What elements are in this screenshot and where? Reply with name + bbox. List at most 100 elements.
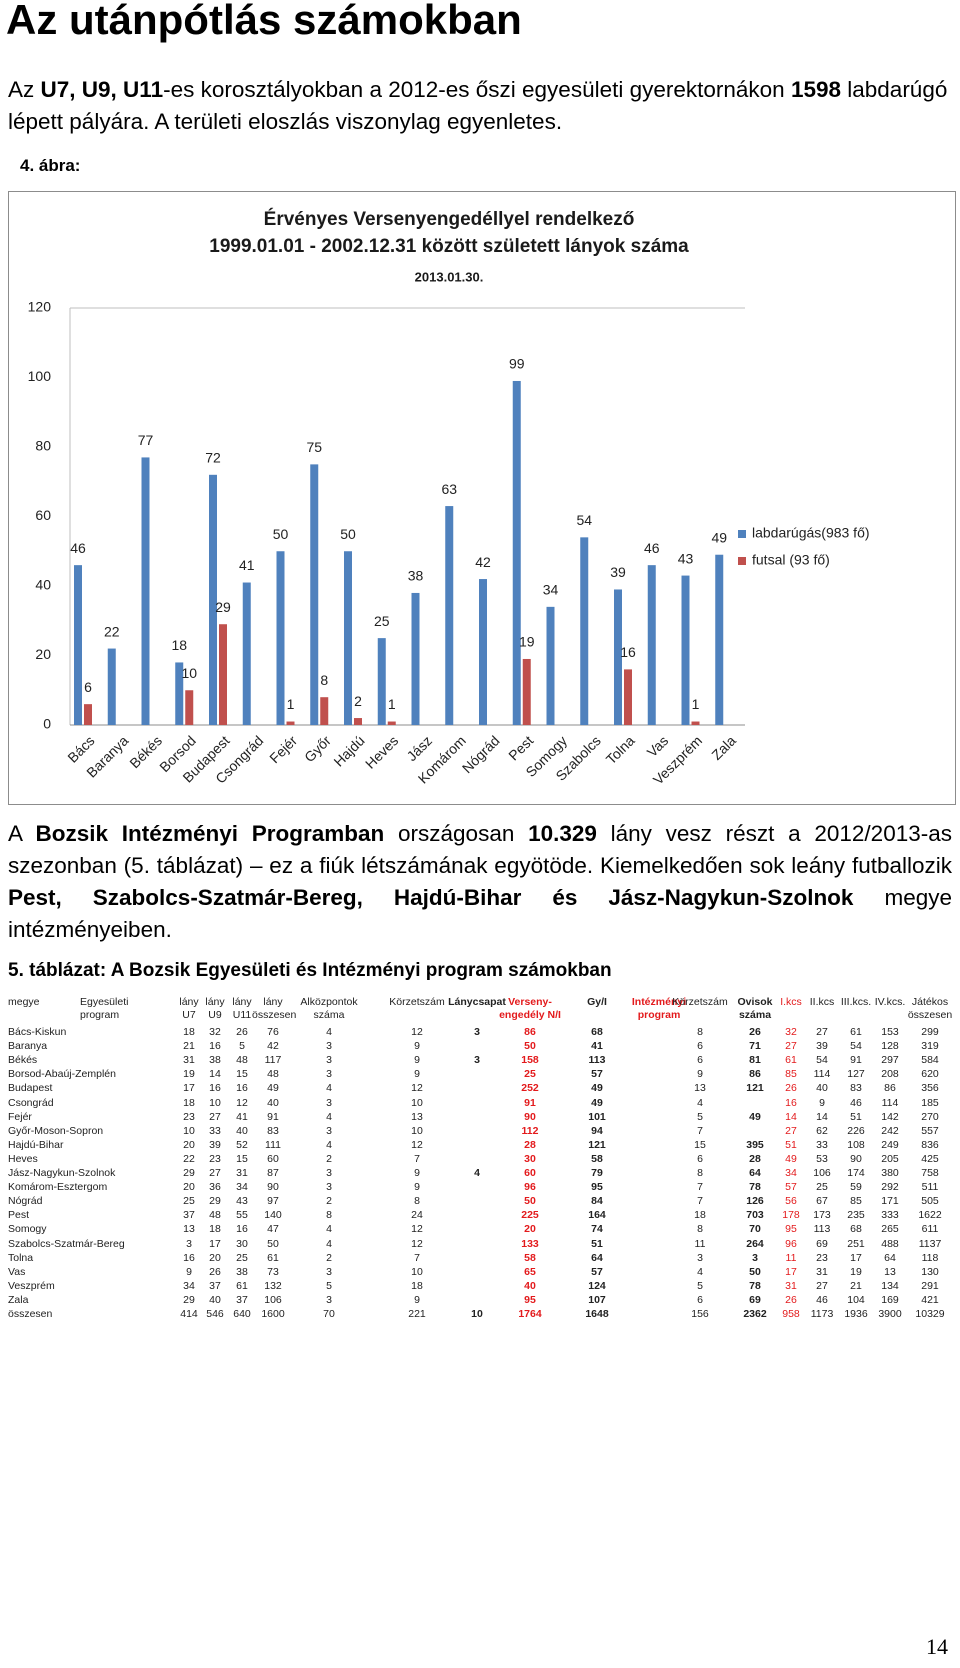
bar (715, 554, 724, 725)
table-cell: 36 (209, 1181, 221, 1194)
table-cell: 10 (183, 1124, 195, 1137)
table-cell: 3 (752, 1251, 758, 1264)
table-cell: 2 (326, 1152, 332, 1165)
table-cell: 9 (414, 1040, 420, 1053)
table-cell: 70 (749, 1223, 761, 1236)
value-label: 77 (138, 432, 154, 448)
table-cell: 90 (524, 1110, 536, 1123)
table-cell: Borsod-Abaúj-Zemplén (8, 1068, 116, 1081)
page-number: 14 (926, 1634, 948, 1659)
table-cell: 10 (411, 1096, 423, 1109)
table-cell: 51 (850, 1110, 862, 1123)
table-cell: 26 (785, 1293, 797, 1306)
table-cell: 46 (816, 1293, 828, 1306)
text-run: Az (8, 77, 41, 102)
table-cell: 140 (264, 1209, 282, 1222)
value-label: 50 (340, 526, 356, 542)
table-cell: 37 (183, 1209, 195, 1222)
table-cell: 26 (236, 1026, 248, 1038)
table-cell: 9 (819, 1096, 825, 1109)
table-cell: 6 (697, 1293, 703, 1306)
table-cell: 95 (591, 1181, 603, 1194)
bar (512, 380, 521, 725)
value-label: 50 (273, 526, 289, 542)
table-cell: 27 (816, 1279, 828, 1292)
table-cell: 1173 (810, 1308, 834, 1320)
table-cell: 25 (816, 1181, 828, 1194)
table-cell: 41 (591, 1040, 603, 1053)
table-cell: 8 (326, 1209, 332, 1222)
table-cell: 49 (591, 1082, 603, 1095)
table-cell: 23 (816, 1251, 828, 1264)
bar (74, 565, 82, 725)
table-cell: 7 (697, 1124, 703, 1137)
table-cell: 9 (414, 1167, 420, 1179)
table-cell: 10 (209, 1096, 221, 1109)
table-cell: 31 (236, 1167, 248, 1179)
table-cell: 25 (183, 1195, 195, 1208)
bar (624, 669, 632, 725)
value-label: 43 (678, 550, 694, 566)
table-cell: 14 (209, 1068, 221, 1081)
table-cell: 53 (816, 1152, 828, 1165)
table-cell: 48 (209, 1209, 221, 1222)
table-cell: 225 (521, 1209, 539, 1222)
bar (219, 624, 227, 725)
table-cell: 235 (847, 1209, 865, 1222)
table-cell: 221 (408, 1308, 426, 1320)
table-cell: 117 (264, 1054, 282, 1067)
table-cell: 640 (233, 1308, 251, 1320)
table-cell: 7 (414, 1251, 420, 1264)
table-cell: 178 (782, 1209, 800, 1222)
table-cell: 4 (697, 1096, 703, 1109)
body-paragraph: A Bozsik Intézményi Programban országosa… (8, 818, 952, 946)
table-cell: 6 (697, 1152, 703, 1165)
table-cell: 48 (236, 1054, 248, 1067)
table-cell: 23 (183, 1110, 195, 1123)
table-cell: 15 (694, 1138, 706, 1151)
table-cell: 14 (816, 1110, 828, 1123)
table-cell: 421 (921, 1293, 939, 1306)
table-cell: 49 (749, 1110, 761, 1123)
header-cell: Körzetszám (672, 996, 728, 1008)
table-cell: 96 (524, 1181, 536, 1194)
table-cell: 23 (209, 1152, 221, 1165)
table-cell: 74 (591, 1223, 603, 1236)
table-cell: 106 (264, 1293, 282, 1306)
table-cell: 15 (236, 1152, 248, 1165)
table-cell: 620 (921, 1068, 939, 1081)
table-cell: 18 (694, 1209, 706, 1222)
table-cell: 242 (881, 1124, 899, 1137)
y-tick-label: 40 (35, 577, 51, 593)
x-tick-label: Tolna (603, 732, 638, 767)
table-cell: 12 (411, 1223, 423, 1236)
table-cell: 10 (411, 1265, 423, 1278)
table-cell: 27 (816, 1026, 828, 1038)
table-cell: Zala (8, 1293, 29, 1306)
table-cell: 15 (236, 1068, 248, 1081)
table-cell: 57 (591, 1068, 603, 1081)
table-cell: 12 (411, 1026, 423, 1038)
table-cell: 76 (267, 1026, 279, 1038)
table-cell: 113 (588, 1054, 606, 1067)
table-cell: 4 (326, 1237, 332, 1250)
table-cell: 9 (414, 1068, 420, 1081)
header-cell: Játékos összesen (907, 996, 953, 1021)
table-cell: 8 (697, 1223, 703, 1236)
table-cell: 252 (521, 1082, 539, 1095)
value-label: 19 (519, 634, 535, 650)
value-label: 1 (692, 696, 700, 712)
table-cell: 34 (236, 1181, 248, 1194)
text-run: U7, U9, U11 (40, 77, 164, 102)
value-label: 1 (287, 696, 295, 712)
table-cell: 2 (326, 1195, 332, 1208)
value-label: 39 (610, 564, 626, 580)
heading: Az utánpótlás számokban (6, 0, 522, 43)
table-cell: 27 (785, 1124, 797, 1137)
table-cell: 69 (816, 1237, 828, 1250)
table-cell: 108 (847, 1138, 865, 1151)
bar (84, 704, 92, 725)
y-tick-label: 0 (43, 716, 51, 732)
table-cell: 114 (881, 1096, 899, 1109)
value-label: 46 (70, 540, 86, 556)
